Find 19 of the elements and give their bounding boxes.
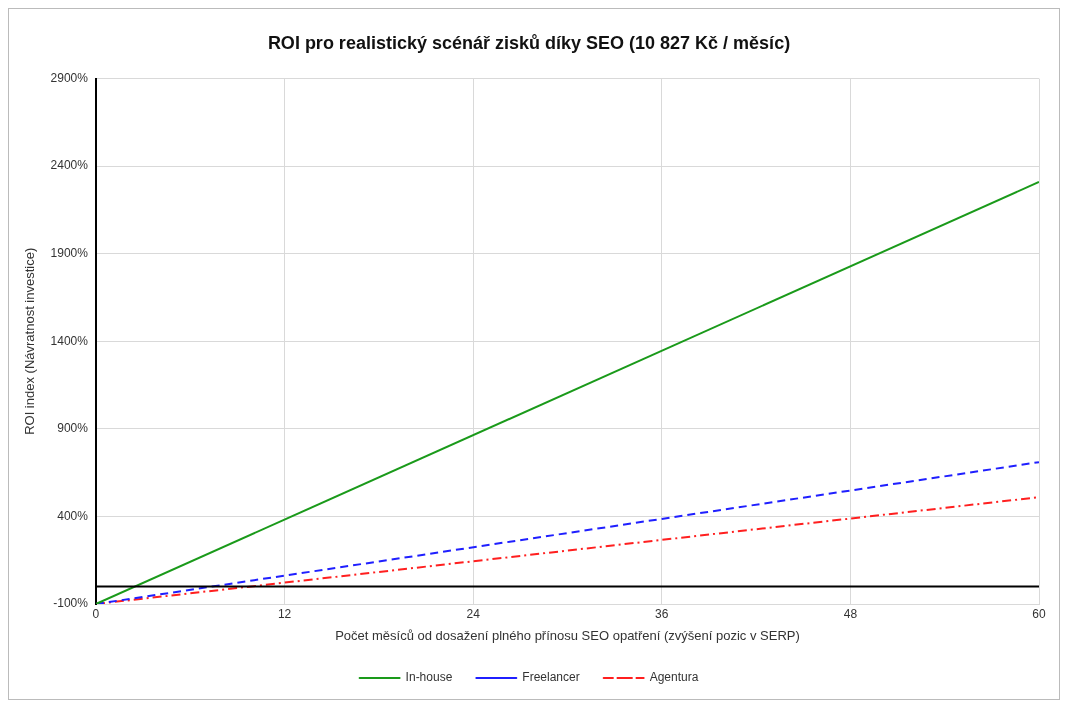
y-tick-label: -100% xyxy=(53,596,89,611)
y-tick-label: 900% xyxy=(57,421,89,436)
x-tick-label: 12 xyxy=(277,606,292,621)
y-tick-label: 2400% xyxy=(50,158,89,173)
y-tick-label: 1400% xyxy=(50,333,89,348)
y-tick-label: 400% xyxy=(57,508,89,523)
legend-label: Freelancer xyxy=(522,670,580,685)
y-axis-title: ROI index (Návratnost investice) xyxy=(22,247,38,435)
x-tick-label: 0 xyxy=(92,606,100,621)
x-axis-title: Počet měsíců od dosažení plného přínosu SEO opatření (zvýšení pozic v SERP) xyxy=(335,627,800,643)
x-tick-label: 48 xyxy=(843,606,858,621)
x-tick-label: 60 xyxy=(1032,606,1046,621)
y-tick-label: 2900% xyxy=(50,70,89,85)
x-tick-label: 36 xyxy=(655,606,669,621)
y-tick-label: 1900% xyxy=(50,246,89,261)
x-tick-label: 24 xyxy=(466,606,481,621)
chart-title: ROI pro realistický scénář zisků díky SEO (10 827 Kč / měsíc) xyxy=(267,32,791,53)
legend-label: Agentura xyxy=(649,670,699,685)
legend-label: In-house xyxy=(405,670,453,685)
